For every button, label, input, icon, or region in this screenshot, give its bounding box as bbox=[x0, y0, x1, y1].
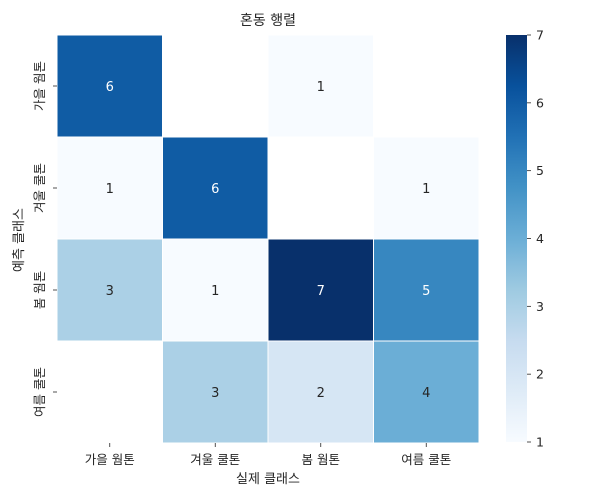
cell-value-label: 6 bbox=[211, 182, 219, 197]
x-axis-ticks: 가을 웜톤 겨울 쿨톤 봄 웜톤 여름 쿨톤 bbox=[85, 443, 451, 467]
x-tick-label: 봄 웜톤 bbox=[302, 452, 340, 467]
x-tick-label: 여름 쿨톤 bbox=[401, 452, 451, 467]
heatmap-cell bbox=[267, 238, 374, 342]
x-tick-label: 겨울 쿨톤 bbox=[190, 452, 240, 467]
heatmap-cell bbox=[56, 340, 163, 444]
heatmap-cell bbox=[162, 34, 269, 138]
colorbar-ticks: 1 2 3 4 5 6 7 bbox=[527, 28, 544, 450]
heatmap-cell bbox=[56, 238, 163, 342]
colorbar-tick-label: 3 bbox=[536, 299, 544, 314]
y-tick-label: 겨울 쿨톤 bbox=[32, 163, 47, 213]
heatmap-cell bbox=[56, 34, 163, 138]
cell-value-label: 1 bbox=[106, 182, 114, 197]
cell-value-label: 7 bbox=[317, 284, 325, 299]
heatmap-cell bbox=[267, 136, 374, 240]
heatmap-cell bbox=[373, 136, 480, 240]
cell-value-label: 2 bbox=[317, 386, 325, 401]
heatmap-cell-labels: 6 11 6 13 1 7 53 2 4 bbox=[106, 80, 431, 401]
colorbar-tick-label: 2 bbox=[536, 367, 544, 382]
y-tick-label: 가을 웜톤 bbox=[32, 61, 47, 111]
heatmap-cell bbox=[56, 136, 163, 240]
cell-value-label: 1 bbox=[317, 80, 325, 95]
cell-value-label: 3 bbox=[211, 386, 219, 401]
cell-value-label: 6 bbox=[106, 80, 114, 95]
colorbar bbox=[506, 35, 527, 442]
y-tick-label: 여름 쿨톤 bbox=[32, 367, 47, 417]
colorbar-tick-label: 7 bbox=[536, 28, 544, 43]
colorbar-tick-label: 6 bbox=[536, 95, 544, 110]
heatmap-cell bbox=[373, 34, 480, 138]
heatmap-cell bbox=[162, 340, 269, 444]
x-axis-label: 실제 클래스 bbox=[236, 472, 300, 487]
colorbar-tick-label: 4 bbox=[536, 231, 544, 246]
cell-value-label: 4 bbox=[422, 386, 430, 401]
cell-value-label: 1 bbox=[211, 284, 219, 299]
cell-value-label: 5 bbox=[422, 284, 430, 299]
y-tick-label: 봄 웜톤 bbox=[32, 271, 47, 309]
colorbar-tick-label: 1 bbox=[536, 435, 544, 450]
heatmap-cells bbox=[56, 34, 480, 444]
chart-title: 혼동 행렬 bbox=[240, 13, 296, 29]
heatmap-cell bbox=[162, 136, 269, 240]
y-axis-label: 예측 클래스 bbox=[12, 208, 27, 272]
colorbar-tick-label: 5 bbox=[536, 163, 544, 178]
cell-value-label: 3 bbox=[106, 284, 114, 299]
heatmap-cell bbox=[267, 34, 374, 138]
x-tick-label: 가을 웜톤 bbox=[85, 452, 135, 467]
cell-value-label: 1 bbox=[422, 182, 430, 197]
heatmap-cell bbox=[373, 340, 480, 444]
